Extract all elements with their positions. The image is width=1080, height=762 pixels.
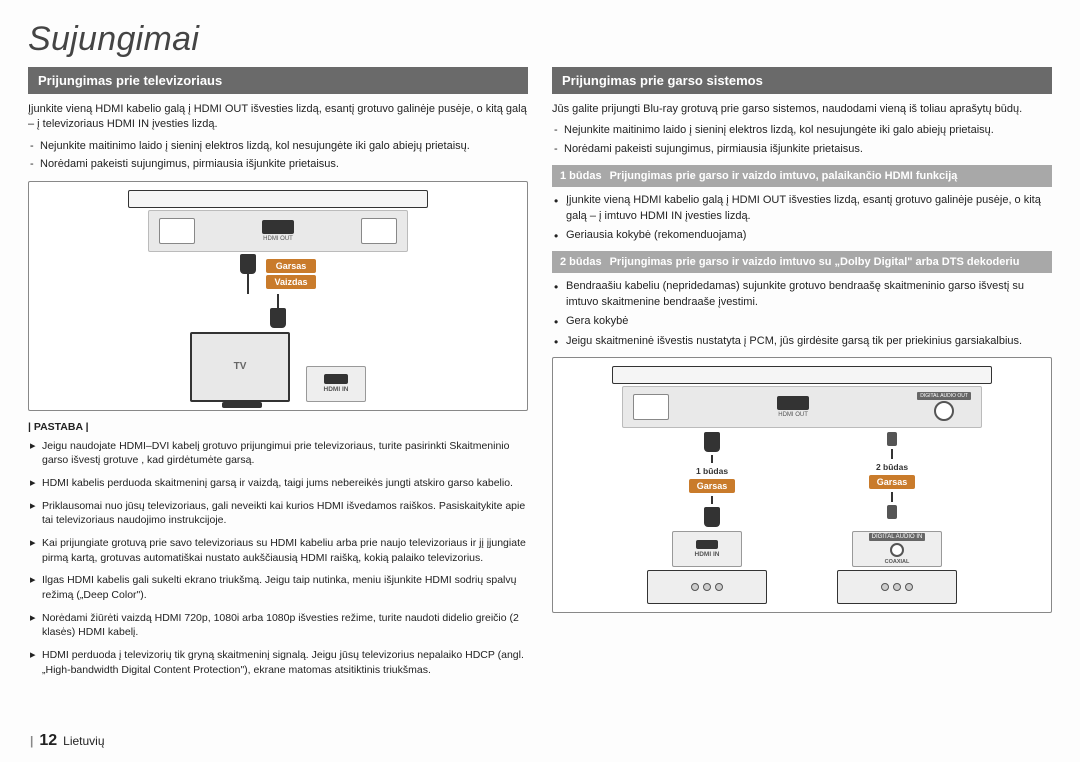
right-section-header: Prijungimas prie garso sistemos (552, 67, 1052, 94)
hdmi-in-label: HDMI IN (695, 551, 720, 558)
right-column: Prijungimas prie garso sistemos Jūs gali… (552, 67, 1052, 686)
right-dash-list: Nejunkite maitinimo laido į sieninį elek… (552, 123, 1052, 157)
tv-label: TV (234, 361, 247, 372)
right-intro-text: Jūs galite prijungti Blu-ray grotuvą pri… (552, 102, 1052, 117)
method2-small-label: 2 būdas (876, 462, 908, 472)
cable-icon (891, 449, 893, 459)
hdmi-out-label: HDMI OUT (778, 412, 808, 418)
video-badge: Vaizdas (266, 275, 315, 289)
hdmi-in-panel: HDMI IN (672, 531, 742, 567)
right-diagram: HDMI OUT DIGITAL AUDIO OUT 1 būdas Garsa… (552, 357, 1052, 613)
note-item: Priklausomai nuo jūsų televizoriaus, gal… (42, 499, 528, 528)
av-receiver-icon (647, 570, 767, 604)
hdmi-port-icon (262, 220, 294, 234)
note-label: PASTABA (28, 421, 528, 433)
av-receiver-icon (837, 570, 957, 604)
method1-bar: 1 būdas Prijungimas prie garso ir vaizdo… (552, 165, 1052, 187)
page-language: Lietuvių (63, 734, 104, 748)
player-ports-panel: HDMI OUT DIGITAL AUDIO OUT (622, 386, 982, 428)
hdmi-plug-icon (704, 507, 720, 527)
note-item: HDMI perduoda į televizorių tik gryną sk… (42, 648, 528, 677)
bullet-item: Jeigu skaitmeninė išvestis nustatyta į P… (566, 334, 1052, 349)
method1-bullets: Įjunkite vieną HDMI kabelio galą į HDMI … (552, 193, 1052, 243)
cable-icon (711, 496, 713, 504)
hdmi-in-label: HDMI IN (324, 386, 349, 393)
hdmi-plug-icon (240, 254, 256, 274)
player-device (128, 190, 428, 208)
cable-icon (277, 294, 279, 308)
dash-item: Norėdami pakeisti sujungimus, pirmiausia… (40, 157, 528, 172)
page-footer: 12 Lietuvių (30, 732, 105, 750)
cable-icon (247, 274, 249, 294)
notes-list: Jeigu naudojate HDMI–DVI kabelį grotuvo … (28, 439, 528, 678)
tv-icon: TV (190, 332, 290, 402)
method2-title: Prijungimas prie garso ir vaizdo imtuvo … (610, 256, 1020, 268)
digital-audio-in-label: DIGITAL AUDIO IN (869, 533, 926, 541)
lan-port-icon (159, 218, 195, 244)
coaxial-port-icon (890, 543, 904, 557)
note-item: Jeigu naudojate HDMI–DVI kabelį grotuvo … (42, 439, 528, 468)
path-method1: 1 būdas Garsas (689, 432, 736, 527)
method2-bullets: Bendraašiu kabeliu (nepridedamas) sujunk… (552, 279, 1052, 349)
player-device (612, 366, 992, 384)
coaxial-port-icon (934, 401, 954, 421)
digital-audio-in-panel: DIGITAL AUDIO IN COAXIAL (852, 531, 942, 567)
columns: Prijungimas prie televizoriaus Įjunkite … (28, 67, 1052, 686)
lan-port-icon (633, 394, 669, 420)
method1-small-label: 1 būdas (696, 466, 728, 476)
coax-plug-icon (887, 432, 897, 446)
left-intro-text: Įjunkite vieną HDMI kabelio galą į HDMI … (28, 102, 528, 133)
cable-icon (711, 455, 713, 463)
tv-block: TV HDMI IN (190, 332, 366, 402)
hdmi-out-port: HDMI OUT (777, 396, 809, 418)
hdmi-port-icon (777, 396, 809, 410)
audio-badge: Garsas (869, 475, 916, 489)
method2-bar: 2 būdas Prijungimas prie garso ir vaizdo… (552, 251, 1052, 273)
method1-title: Prijungimas prie garso ir vaizdo imtuvo,… (610, 170, 958, 182)
path-method2: 2 būdas Garsas (869, 432, 916, 527)
page-number: 12 (39, 732, 57, 750)
aux-port-icon (361, 218, 397, 244)
bullet-item: Įjunkite vieną HDMI kabelio galą į HDMI … (566, 193, 1052, 224)
player-ports-panel: HDMI OUT (148, 210, 408, 252)
digital-audio-out-label: DIGITAL AUDIO OUT (917, 392, 971, 400)
left-section-header: Prijungimas prie televizoriaus (28, 67, 528, 94)
note-item: HDMI kabelis perduoda skaitmeninį garsą … (42, 476, 528, 491)
hdmi-port-icon (696, 540, 718, 549)
dash-item: Norėdami pakeisti sujungimus, pirmiausia… (564, 142, 1052, 157)
bullet-item: Geriausia kokybė (rekomenduojama) (566, 228, 1052, 243)
left-dash-list: Nejunkite maitinimo laido į sieninį elek… (28, 139, 528, 173)
note-item: Norėdami žiūrėti vaizdą HDMI 720p, 1080i… (42, 611, 528, 640)
audio-badge: Garsas (266, 259, 315, 273)
coaxial-label: COAXIAL (885, 559, 910, 565)
hdmi-port-icon (324, 374, 348, 384)
bullet-item: Bendraašiu kabeliu (nepridedamas) sujunk… (566, 279, 1052, 310)
left-column: Prijungimas prie televizoriaus Įjunkite … (28, 67, 528, 686)
method2-badge: 2 būdas (560, 256, 602, 268)
method1-badge: 1 būdas (560, 170, 602, 182)
cable-icon (891, 492, 893, 502)
note-item: Ilgas HDMI kabelis gali sukelti ekrano t… (42, 573, 528, 602)
coax-plug-icon (887, 505, 897, 519)
hdmi-out-port: HDMI OUT (262, 220, 294, 242)
audio-badge: Garsas (689, 479, 736, 493)
page-title: Sujungimai (28, 20, 1052, 59)
hdmi-out-label: HDMI OUT (263, 236, 293, 242)
connection-paths: 1 būdas Garsas 2 būdas Garsas (622, 432, 982, 527)
dash-item: Nejunkite maitinimo laido į sieninį elek… (564, 123, 1052, 138)
left-diagram: HDMI OUT Garsas Vaizdas TV (28, 181, 528, 411)
bullet-item: Gera kokybė (566, 314, 1052, 329)
receivers-row: HDMI IN DIGITAL AUDIO IN COAXIAL (612, 531, 992, 604)
note-item: Kai prijungiate grotuvą prie savo televi… (42, 536, 528, 565)
hdmi-plug-icon (704, 432, 720, 452)
hdmi-plug-icon (270, 308, 286, 328)
tv-hdmi-in-panel: HDMI IN (306, 366, 366, 402)
dash-item: Nejunkite maitinimo laido į sieninį elek… (40, 139, 528, 154)
